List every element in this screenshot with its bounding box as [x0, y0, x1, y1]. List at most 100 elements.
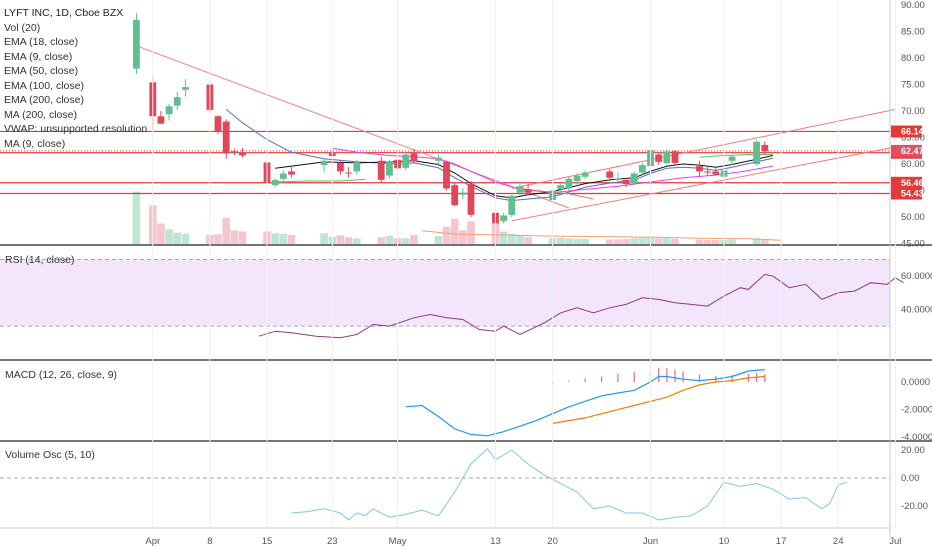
legend-item-ema18[interactable]: EMA (18, close) — [4, 36, 79, 48]
candle-body — [459, 192, 467, 195]
ma200-line — [421, 230, 782, 241]
legend-item-ema200[interactable]: EMA (200, close) — [4, 94, 84, 106]
macd-line — [405, 369, 765, 437]
volume-bar — [467, 221, 475, 244]
volume-bar — [557, 237, 565, 244]
x-tick-label: 20 — [547, 536, 558, 547]
rsi-tick-label: 40.0000 — [901, 304, 932, 315]
candle-body — [630, 173, 638, 183]
x-tick-label: 13 — [490, 536, 501, 547]
last-price-tag-label: 62.47 — [901, 146, 924, 156]
volume-bar — [516, 234, 524, 244]
legend-item-ema100[interactable]: EMA (100, close) — [4, 79, 84, 92]
ema-line — [275, 178, 365, 183]
candle-body — [214, 116, 222, 132]
candle-body — [231, 151, 238, 153]
chart-title[interactable]: LYFT INC, 1D, Cboe BZX — [4, 7, 124, 19]
candle-body — [337, 162, 344, 172]
volume-bar — [279, 233, 288, 244]
legend-item-ma9[interactable]: MA (9, close) — [4, 137, 66, 150]
rsi-band — [0, 259, 890, 327]
macd-label[interactable]: MACD (12, 26, close, 9) — [5, 369, 118, 381]
volume-bar — [581, 238, 589, 244]
volume-bar — [663, 238, 671, 244]
candle-body — [671, 151, 679, 163]
volume-bar — [752, 238, 761, 244]
volume-bar — [565, 238, 573, 244]
candle-body — [622, 179, 630, 185]
volume-bar — [524, 237, 532, 244]
legend-item-ema9[interactable]: EMA (9, close) — [4, 50, 73, 63]
candle-body — [345, 172, 352, 174]
price-tick-label: 90.00 — [901, 0, 925, 11]
candle-body — [712, 171, 720, 175]
volume-bar — [761, 239, 769, 244]
legend-item-vwap[interactable]: VWAP: unsupported resolution — [4, 123, 148, 135]
candle-body — [524, 189, 532, 193]
rsi-line — [258, 273, 904, 339]
volume-osc-pane[interactable] — [0, 447, 890, 521]
volume-bar — [165, 229, 173, 244]
x-tick-label: 10 — [719, 536, 730, 547]
volume-bar — [499, 231, 508, 244]
rsi-label[interactable]: RSI (14, close) — [5, 254, 75, 266]
volume-bar — [320, 233, 328, 244]
channel-upper-line — [511, 108, 896, 189]
legend-item-ema50[interactable]: EMA (50, close) — [4, 65, 79, 77]
candle-body — [573, 175, 581, 181]
candle-body — [753, 141, 760, 164]
candle-body — [435, 157, 442, 161]
vosc-tick-label: 0.00 — [901, 473, 920, 484]
candle-body — [402, 154, 410, 168]
volume-bar — [214, 234, 222, 244]
volume-bar — [173, 232, 181, 244]
rsi-pane[interactable] — [0, 258, 904, 339]
candle-body — [581, 172, 589, 177]
price-tick-label: 65.00 — [901, 133, 925, 144]
x-tick-label: Apr — [145, 536, 160, 547]
x-tick-label: Jul — [889, 536, 901, 547]
volume-bar — [230, 230, 239, 244]
macd-tick-label: 0.0000 — [901, 377, 930, 388]
candle-body — [614, 178, 622, 180]
candle-body — [320, 160, 328, 165]
candle-body — [279, 173, 287, 179]
candle-body — [696, 166, 703, 172]
volume-bar — [622, 238, 630, 244]
candle-body — [761, 144, 769, 152]
candle-body — [222, 121, 230, 154]
volume-bar — [271, 233, 279, 244]
volume-bar — [385, 236, 394, 244]
ema-line — [699, 154, 773, 158]
candle-body — [443, 161, 450, 189]
macd-pane[interactable] — [405, 367, 766, 437]
volume-bar — [605, 239, 614, 244]
x-tick-label: May — [389, 536, 407, 547]
volume-bar — [459, 230, 467, 244]
legend-item-ma200[interactable]: MA (200, close) — [4, 108, 77, 121]
candle-body — [288, 171, 295, 175]
candle-body — [467, 184, 475, 215]
volume-osc-line — [291, 447, 847, 521]
volume-bar — [671, 238, 679, 244]
volume-bar — [157, 223, 165, 244]
volume-bar — [336, 235, 345, 244]
volume-bar — [434, 236, 443, 244]
legend-item-vol[interactable]: Vol (20) — [4, 21, 41, 34]
candle-body — [410, 153, 418, 162]
candle-body — [239, 152, 246, 156]
volume-bar — [654, 238, 663, 244]
candle-body — [271, 179, 279, 186]
volume-bar — [508, 233, 516, 244]
volume-osc-label[interactable]: Volume Osc (5, 10) — [5, 449, 95, 461]
price-tick-label: 80.00 — [901, 53, 925, 64]
price-tick-label: 85.00 — [901, 27, 925, 38]
volume-bar — [238, 231, 247, 244]
volume-bar — [132, 191, 141, 244]
macd-signal-line — [552, 375, 765, 424]
candle-body — [165, 106, 173, 115]
volume-bar — [712, 240, 720, 244]
volume-bar — [353, 238, 361, 244]
price-level-tag — [891, 176, 922, 189]
